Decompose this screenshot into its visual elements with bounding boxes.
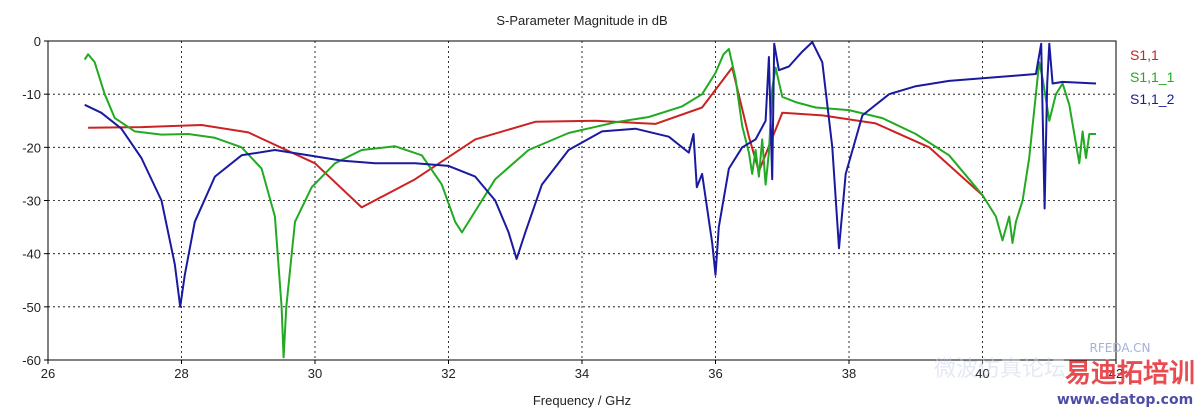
y-tick-label: -60: [22, 353, 41, 368]
chart-title: S-Parameter Magnitude in dB: [496, 13, 667, 28]
y-tick-label: -50: [22, 300, 41, 315]
x-axis-ticks: 26 28 30 32 34 36 38 40 42: [41, 360, 1123, 381]
y-axis-ticks: 0 -10 -20 -30 -40 -50 -60: [22, 34, 48, 368]
watermark-url: www.edatop.com: [1057, 392, 1193, 408]
legend-entry-3: S1,1_2: [1130, 91, 1175, 107]
y-tick-label: -20: [22, 140, 41, 155]
y-tick-label: 0: [34, 34, 41, 49]
y-tick-label: -10: [22, 87, 41, 102]
x-tick-label: 42: [1109, 366, 1123, 381]
legend-entry-1: S1,1: [1130, 47, 1159, 63]
legend: S1,1 S1,1_1 S1,1_2: [1130, 47, 1175, 107]
watermark-site: RFEDA.CN: [1089, 341, 1150, 355]
x-tick-label: 32: [441, 366, 455, 381]
x-tick-label: 26: [41, 366, 55, 381]
series-line-3: [84, 41, 1097, 308]
y-tick-label: -40: [22, 247, 41, 262]
series-line-2: [83, 48, 1096, 359]
x-tick-label: 34: [575, 366, 589, 381]
x-tick-label: 38: [842, 366, 856, 381]
x-tick-label: 28: [174, 366, 188, 381]
x-tick-label: 40: [975, 366, 989, 381]
watermark-faint-text: 微波仿真论坛: [934, 357, 1066, 382]
x-tick-label: 36: [708, 366, 722, 381]
series-layer: [83, 41, 1097, 359]
x-tick-label: 30: [308, 366, 322, 381]
y-tick-label: -30: [22, 194, 41, 209]
x-axis-label: Frequency / GHz: [533, 393, 631, 408]
series-line-1: [88, 66, 984, 209]
legend-entry-2: S1,1_1: [1130, 69, 1175, 85]
watermark: RFEDA.CN 微波仿真论坛 易迪拓培训 www.edatop.com: [934, 341, 1195, 408]
watermark-brand: 易迪拓培训: [1065, 359, 1195, 389]
